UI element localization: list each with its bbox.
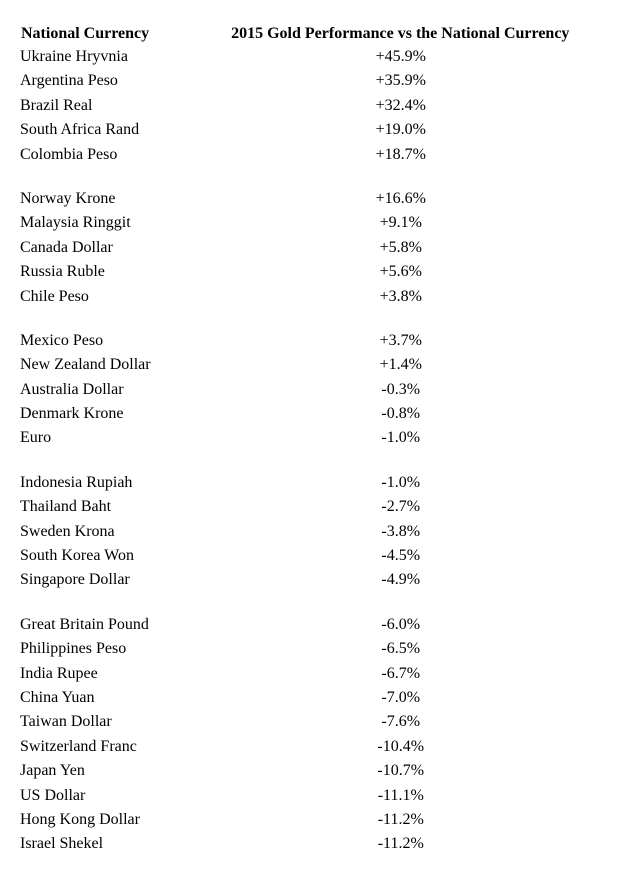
- value-cell: -6.0%: [172, 613, 600, 637]
- value-cell: +1.4%: [172, 353, 600, 377]
- value-cell: -1.0%: [172, 426, 600, 450]
- currency-cell: New Zealand Dollar: [20, 353, 172, 377]
- value-cell: -3.8%: [172, 520, 600, 544]
- value-cell: -11.1%: [172, 784, 600, 808]
- currency-cell: Taiwan Dollar: [20, 710, 172, 734]
- currency-cell: Mexico Peso: [20, 329, 172, 353]
- table-row: Japan Yen-10.7%: [20, 759, 600, 783]
- value-cell: -11.2%: [172, 832, 600, 856]
- value-cell: -6.5%: [172, 637, 600, 661]
- value-cell: -1.0%: [172, 471, 600, 495]
- value-cell: -7.6%: [172, 710, 600, 734]
- value-cell: +5.8%: [172, 236, 600, 260]
- currency-cell: Ukraine Hryvnia: [20, 45, 172, 69]
- currency-cell: Hong Kong Dollar: [20, 808, 172, 832]
- currency-cell: Canada Dollar: [20, 236, 172, 260]
- table-row: New Zealand Dollar+1.4%: [20, 353, 600, 377]
- table-row: Argentina Peso+35.9%: [20, 69, 600, 93]
- currency-cell: Denmark Krone: [20, 402, 172, 426]
- currency-cell: Chile Peso: [20, 285, 172, 309]
- table-header-row: National Currency 2015 Gold Performance …: [20, 24, 600, 45]
- table-row: South Africa Rand+19.0%: [20, 118, 600, 142]
- table-row: Mexico Peso+3.7%: [20, 329, 600, 353]
- value-cell: -6.7%: [172, 662, 600, 686]
- value-cell: -0.8%: [172, 402, 600, 426]
- table-row: Philippines Peso-6.5%: [20, 637, 600, 661]
- value-cell: +18.7%: [172, 143, 600, 167]
- value-cell: -2.7%: [172, 495, 600, 519]
- table-row: Indonesia Rupiah-1.0%: [20, 471, 600, 495]
- currency-cell: Colombia Peso: [20, 143, 172, 167]
- table-row: Great Britain Pound-6.0%: [20, 613, 600, 637]
- table-row: Israel Shekel-11.2%: [20, 832, 600, 856]
- table-row: Switzerland Franc-10.4%: [20, 735, 600, 759]
- value-cell: -11.2%: [172, 808, 600, 832]
- table-row: India Rupee-6.7%: [20, 662, 600, 686]
- value-cell: +3.7%: [172, 329, 600, 353]
- table-row: US Dollar-11.1%: [20, 784, 600, 808]
- currency-cell: Thailand Baht: [20, 495, 172, 519]
- table-body: Ukraine Hryvnia+45.9%Argentina Peso+35.9…: [20, 45, 600, 857]
- currency-cell: South Korea Won: [20, 544, 172, 568]
- value-cell: +9.1%: [172, 211, 600, 235]
- currency-cell: South Africa Rand: [20, 118, 172, 142]
- currency-cell: Malaysia Ringgit: [20, 211, 172, 235]
- table-row: Ukraine Hryvnia+45.9%: [20, 45, 600, 69]
- value-cell: -4.5%: [172, 544, 600, 568]
- value-cell: +19.0%: [172, 118, 600, 142]
- currency-cell: Australia Dollar: [20, 378, 172, 402]
- table-row: Thailand Baht-2.7%: [20, 495, 600, 519]
- group-gap: [20, 451, 600, 471]
- currency-cell: Israel Shekel: [20, 832, 172, 856]
- value-cell: +35.9%: [172, 69, 600, 93]
- value-cell: -0.3%: [172, 378, 600, 402]
- value-cell: +32.4%: [172, 94, 600, 118]
- group-gap: [20, 593, 600, 613]
- currency-cell: Brazil Real: [20, 94, 172, 118]
- table-row: Russia Ruble+5.6%: [20, 260, 600, 284]
- table-row: Australia Dollar-0.3%: [20, 378, 600, 402]
- currency-cell: China Yuan: [20, 686, 172, 710]
- currency-cell: Norway Krone: [20, 187, 172, 211]
- currency-cell: Euro: [20, 426, 172, 450]
- value-cell: +16.6%: [172, 187, 600, 211]
- value-cell: -10.4%: [172, 735, 600, 759]
- gold-performance-table: National Currency 2015 Gold Performance …: [20, 24, 600, 857]
- table-row: China Yuan-7.0%: [20, 686, 600, 710]
- table-row: Brazil Real+32.4%: [20, 94, 600, 118]
- table-row: Colombia Peso+18.7%: [20, 143, 600, 167]
- currency-cell: US Dollar: [20, 784, 172, 808]
- currency-cell: Japan Yen: [20, 759, 172, 783]
- currency-cell: Russia Ruble: [20, 260, 172, 284]
- table-row: Malaysia Ringgit+9.1%: [20, 211, 600, 235]
- table-row: Singapore Dollar-4.9%: [20, 568, 600, 592]
- currency-cell: Indonesia Rupiah: [20, 471, 172, 495]
- value-cell: -4.9%: [172, 568, 600, 592]
- currency-cell: Sweden Krona: [20, 520, 172, 544]
- currency-cell: Singapore Dollar: [20, 568, 172, 592]
- table-row: Hong Kong Dollar-11.2%: [20, 808, 600, 832]
- currency-cell: Great Britain Pound: [20, 613, 172, 637]
- table-row: Chile Peso+3.8%: [20, 285, 600, 309]
- table-row: Sweden Krona-3.8%: [20, 520, 600, 544]
- group-gap: [20, 167, 600, 187]
- col-header-performance: 2015 Gold Performance vs the National Cu…: [172, 24, 600, 45]
- currency-cell: Philippines Peso: [20, 637, 172, 661]
- table-row: Norway Krone+16.6%: [20, 187, 600, 211]
- table-row: Taiwan Dollar-7.6%: [20, 710, 600, 734]
- value-cell: +45.9%: [172, 45, 600, 69]
- table-row: Canada Dollar+5.8%: [20, 236, 600, 260]
- value-cell: -10.7%: [172, 759, 600, 783]
- value-cell: -7.0%: [172, 686, 600, 710]
- value-cell: +5.6%: [172, 260, 600, 284]
- table-row: Denmark Krone-0.8%: [20, 402, 600, 426]
- col-header-currency: National Currency: [20, 24, 172, 45]
- table-row: South Korea Won-4.5%: [20, 544, 600, 568]
- currency-cell: Argentina Peso: [20, 69, 172, 93]
- currency-cell: India Rupee: [20, 662, 172, 686]
- table-row: Euro-1.0%: [20, 426, 600, 450]
- value-cell: +3.8%: [172, 285, 600, 309]
- currency-cell: Switzerland Franc: [20, 735, 172, 759]
- group-gap: [20, 309, 600, 329]
